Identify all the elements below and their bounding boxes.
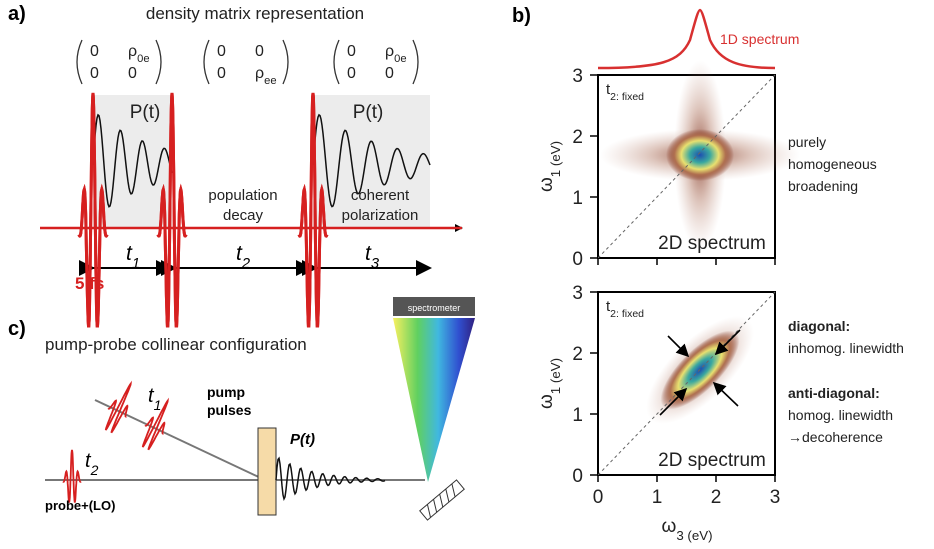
matrix-entry: ρ0e (128, 43, 150, 65)
matrix-entry: ρee (255, 65, 277, 87)
arrow (712, 381, 739, 407)
arrow (714, 329, 741, 356)
matrix-entry: 0 (347, 65, 356, 82)
x-tick-label: 2 (711, 487, 722, 508)
annotation: homog. linewidth (788, 407, 893, 423)
spectrometer-box (393, 297, 475, 316)
grating (419, 479, 465, 521)
polarization-signal (92, 113, 173, 208)
y-tick-label: 0 (572, 466, 583, 487)
matrix-entry: 0 (347, 43, 356, 60)
pulse-duration: 5 fs (75, 274, 104, 293)
annotation: homogeneous (788, 156, 877, 172)
panel-label: c) (8, 318, 26, 340)
matrix-bracket (155, 39, 162, 85)
panel-label: b) (512, 5, 531, 27)
plot-name: 2D spectrum (658, 233, 766, 254)
y-tick-label: 2 (572, 344, 583, 365)
spectrum-1d-curve (597, 8, 776, 70)
spectrum-label: 1D spectrum (720, 31, 799, 47)
pulse (104, 380, 132, 434)
annotation: purely (788, 134, 826, 150)
annotation: coherent (351, 187, 410, 204)
polarization-signal (312, 113, 431, 208)
annotation: probe+(LO) (45, 498, 115, 513)
pulse (297, 92, 329, 328)
layout (40, 8, 800, 521)
annotation: pulses (207, 402, 252, 418)
y-tick-label: 3 (572, 66, 583, 87)
x-tick-label: 1 (652, 487, 663, 508)
matrix-bracket (333, 39, 340, 85)
annotation: population (208, 187, 277, 204)
annotation: broadening (788, 178, 858, 194)
axis-label: ω1 (eV) (536, 141, 563, 192)
signal-oscillation (275, 456, 386, 502)
detector-label: spectrometer (408, 303, 461, 313)
matrix-bracket (412, 39, 419, 85)
signal-label: P(t) (353, 102, 384, 123)
matrix-entry: 0 (217, 65, 226, 82)
pulse (62, 449, 82, 503)
matrix-bracket (203, 39, 210, 85)
dispersed-light (393, 318, 475, 482)
annotation: anti-diagonal: (788, 385, 880, 401)
y-tick-label: 0 (572, 249, 583, 270)
signal-label: P(t) (130, 102, 161, 123)
matrix-entry: 0 (90, 43, 99, 60)
annotation: →decoherence (788, 429, 883, 445)
diagonal (597, 291, 776, 476)
plot-name: 2D spectrum (658, 450, 766, 471)
matrix-entry: ρ0e (385, 43, 407, 65)
shaded-region (93, 95, 172, 228)
panel-title: pump-probe collinear configuration (45, 335, 307, 354)
panel-title: density matrix representation (146, 4, 364, 23)
delay-label: t1 (126, 242, 140, 272)
delay-label: t2 (85, 450, 99, 478)
delay-label: t1 (148, 385, 161, 413)
x-tick-label: 3 (770, 487, 781, 508)
y-tick-label: 1 (572, 405, 583, 426)
matrix-entry: 0 (255, 43, 264, 60)
condition-label: t2: fixed (606, 81, 644, 103)
pulse (141, 397, 169, 451)
annotation: polarization (342, 207, 419, 224)
matrix-entry: 0 (128, 65, 137, 82)
matrix-entry: 0 (217, 43, 226, 60)
delay-label: t2 (236, 242, 250, 272)
pulse (77, 92, 109, 328)
annotation: pump (207, 384, 245, 400)
signal-label: P(t) (290, 431, 315, 448)
y-tick-label: 1 (572, 188, 583, 209)
y-tick-label: 3 (572, 283, 583, 304)
matrix-bracket (76, 39, 83, 85)
matrix-entry: 0 (90, 65, 99, 82)
diagonal (597, 74, 776, 259)
sample (257, 427, 277, 516)
arrow (659, 387, 688, 416)
panel-label: a) (8, 3, 26, 25)
matrix-entry: 0 (385, 65, 394, 82)
axis-label: ω3 (eV) (661, 516, 712, 543)
pulse (156, 92, 188, 328)
arrow (667, 335, 690, 358)
axis-label: ω1 (eV) (536, 358, 563, 409)
matrix-bracket (282, 39, 289, 85)
delay-label: t3 (365, 242, 380, 272)
x-tick-label: 0 (593, 487, 604, 508)
spectrum-peak (666, 129, 734, 181)
annotation: diagonal: (788, 318, 850, 334)
condition-label: t2: fixed (606, 298, 644, 320)
annotation: inhomog. linewidth (788, 340, 904, 356)
y-tick-label: 2 (572, 127, 583, 148)
annotation: decay (223, 207, 264, 224)
